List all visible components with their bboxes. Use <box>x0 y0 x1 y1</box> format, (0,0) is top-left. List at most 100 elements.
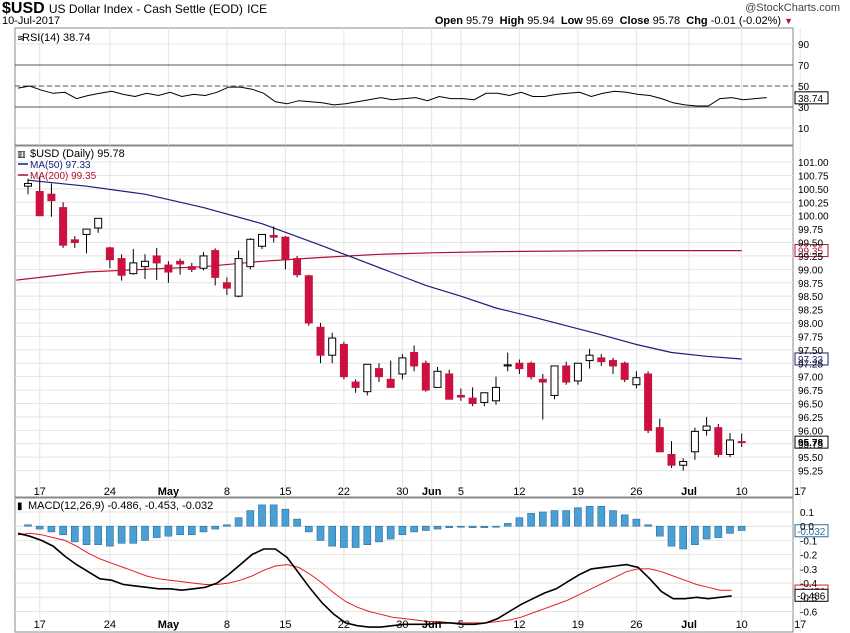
candle-body <box>141 260 149 268</box>
macd-tick-label: 0.0 <box>800 522 814 533</box>
price-tick-label: 100.75 <box>798 171 829 182</box>
candle-body <box>304 275 313 324</box>
macd-histogram-bar <box>655 525 664 537</box>
macd-histogram-bar <box>117 525 126 544</box>
price-x-label: 10 <box>736 486 748 498</box>
macd-histogram-bar <box>269 504 278 527</box>
price-tick-label: 97.50 <box>798 346 823 357</box>
rsi-tick-label: 30 <box>798 103 810 114</box>
macd-x-label: 10 <box>736 619 748 631</box>
close-label: Close <box>619 15 650 27</box>
candle-body <box>70 239 79 243</box>
macd-panel: ▮ MACD(12,26,9) -0.486, -0.453, -0.032 -0.… <box>17 500 829 628</box>
candle-body <box>655 427 664 453</box>
candle-body <box>105 247 114 261</box>
macd-hist-last-label-box <box>794 524 829 538</box>
macd-x-label: 26 <box>630 619 642 631</box>
price-tick-label: 98.50 <box>798 292 823 303</box>
legend-entry: MA(50) 97.33 <box>30 160 91 171</box>
price-tick-label: 96.25 <box>798 413 823 424</box>
rsi-title: RSI(14) 38.74 <box>22 32 90 44</box>
rsi-tick-label: 10 <box>798 124 810 135</box>
candle-body <box>94 217 103 229</box>
macd-histogram-bar <box>679 525 688 550</box>
macd-histogram-bar <box>152 525 161 538</box>
rsi-icon: ≋ <box>17 33 25 43</box>
macd-tick-label: 0.1 <box>800 508 814 519</box>
macd-histogram-bar <box>457 525 465 528</box>
macd-histogram-bar <box>433 525 442 530</box>
candle-body <box>503 364 512 367</box>
macd-histogram-bar <box>620 514 629 527</box>
candle-body <box>679 460 688 466</box>
price-x-label: Jul <box>681 486 697 498</box>
ma50-last-label-box <box>794 352 829 366</box>
candle-body <box>234 258 243 297</box>
candle-body <box>644 373 653 431</box>
macd-histogram-bar <box>188 525 196 536</box>
price-tick-label: 96.50 <box>798 400 823 411</box>
macd-tick-label: -0.2 <box>800 551 818 562</box>
macd-histogram-bar <box>468 525 477 528</box>
rsi-last-box <box>794 91 829 105</box>
candle-body <box>187 266 196 270</box>
macd-histogram-bar <box>503 523 512 527</box>
macd-histogram-bar <box>445 525 454 528</box>
macd-histogram-bar <box>293 518 301 527</box>
macd-histogram-bar <box>363 525 372 545</box>
candle-body <box>445 373 454 400</box>
macd-histogram-bar <box>246 510 255 527</box>
candle-body <box>609 360 617 367</box>
candle-body <box>597 357 606 363</box>
candle-body <box>293 258 302 276</box>
price-tick-label: 97.75 <box>798 332 823 343</box>
macd-histogram-bar <box>141 525 149 541</box>
macd-histogram-bar <box>585 506 594 527</box>
candle-body <box>667 453 676 466</box>
price-x-label: 19 <box>572 486 584 498</box>
macd-x-label: 5 <box>458 619 464 631</box>
price-x-label: 5 <box>458 486 464 498</box>
candle-body <box>222 282 231 289</box>
candle-body <box>176 260 185 265</box>
candle-body <box>550 365 559 396</box>
macd-histogram-bar <box>375 525 383 543</box>
candle-body <box>129 262 138 275</box>
panel-frame-2 <box>14 497 794 633</box>
macd-histogram-bar <box>538 511 547 527</box>
macd-x-label: 17 <box>34 619 46 631</box>
candle-body <box>246 238 255 268</box>
macd-x-label: 24 <box>104 619 116 631</box>
candle-body <box>620 362 629 380</box>
macd-histogram-bar <box>667 525 676 547</box>
price-tick-label: 99.25 <box>798 252 823 263</box>
macd-histogram-bar <box>480 525 489 528</box>
candle-body <box>714 427 723 455</box>
candle-body <box>211 250 220 278</box>
chg-label: Chg <box>686 15 708 27</box>
candle-body <box>339 343 348 378</box>
candle-body <box>47 193 56 202</box>
close-last-label-box <box>794 435 829 449</box>
price-tick-label: 100.50 <box>798 185 829 196</box>
candle-body <box>281 236 290 261</box>
macd-histogram-bar <box>106 525 114 547</box>
open-label: Open <box>434 15 463 27</box>
macd-histogram-bar <box>562 510 571 527</box>
exchange: ICE <box>247 2 268 16</box>
price-x-label: 26 <box>630 486 642 498</box>
macd-histogram-bar <box>176 525 184 536</box>
macd-histogram-bar <box>421 525 430 531</box>
macd-histogram-bar <box>550 510 559 527</box>
macd-histogram-bar <box>304 525 313 533</box>
macd-histogram-bar <box>35 525 44 530</box>
ma200-last-label: 99.35 <box>798 247 823 258</box>
price-tick-label: 99.50 <box>798 239 823 250</box>
price-tick-label: 99.00 <box>798 265 823 276</box>
ma200-last-label-box <box>794 244 829 258</box>
candle-body <box>199 255 208 269</box>
price-x-label: 17 <box>794 486 806 498</box>
price-tick-label: 99.75 <box>798 225 823 236</box>
open-value: 95.79 <box>466 15 494 27</box>
